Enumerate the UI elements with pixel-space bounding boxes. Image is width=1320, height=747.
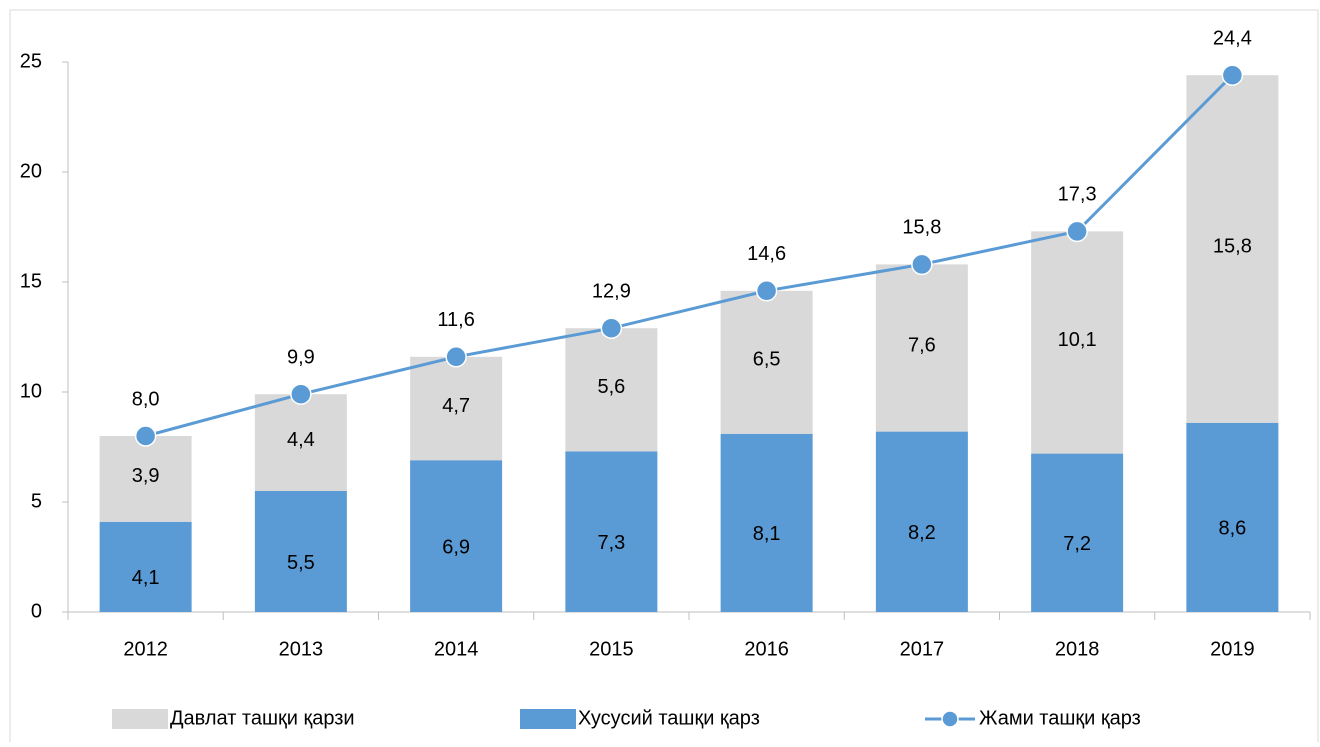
legend-swatch [112,709,168,729]
x-tick-label: 2017 [900,638,945,660]
y-tick-label: 0 [31,600,42,622]
bar-segment [1186,75,1279,423]
x-tick-label: 2016 [744,638,789,660]
legend-label: Хусусий ташқи қарз [578,707,760,729]
bar-segment [1031,231,1124,454]
bar-segment [1031,453,1124,612]
legend-label: Давлат ташқи қарзи [170,707,355,729]
data-label: 8,0 [132,388,160,410]
bar-segment [1186,422,1279,612]
line-marker [1066,220,1088,243]
bar-segment [254,394,347,491]
data-label: 14,6 [747,243,786,265]
legend-swatch [520,709,576,729]
data-label: 15,8 [1213,235,1252,257]
data-label: 8,2 [908,522,936,544]
line-marker [134,425,157,447]
x-tick-label: 2019 [1210,638,1255,660]
data-label: 4,1 [132,567,160,589]
data-label: 5,6 [597,376,625,398]
line-marker [290,383,312,405]
line [145,74,1234,438]
data-label: 4,7 [442,395,470,417]
bar-segment [720,290,813,434]
x-tick-label: 2018 [1055,638,1100,660]
y-tick-label: 10 [20,380,42,402]
bar-segment [254,491,347,612]
x-tick-label: 2014 [434,638,479,660]
line-marker [600,317,623,339]
bar-segment [410,460,503,612]
bar-segment [565,451,658,612]
x-tick-label: 2013 [279,638,324,660]
y-tick-label: 15 [20,270,42,292]
data-label: 24,4 [1213,27,1252,49]
x-tick-label: 2015 [589,638,634,660]
data-label: 8,1 [753,523,781,545]
data-label: 10,1 [1058,329,1097,351]
line-marker [445,346,467,368]
data-label: 9,9 [287,346,315,368]
data-label: 7,3 [597,532,625,554]
data-label: 6,5 [753,349,781,371]
data-label: 12,9 [592,280,631,302]
bar-segment [875,431,968,612]
data-label: 4,4 [287,429,315,451]
data-label: 7,6 [908,334,936,356]
bar-segment [410,356,503,461]
line-marker [1221,64,1244,86]
bar-segment [99,521,192,612]
y-tick-label: 5 [31,490,42,512]
line-marker [755,280,778,302]
data-label: 7,2 [1063,533,1091,555]
bar-segment [99,436,192,522]
bar-segment [875,264,968,432]
data-label: 8,6 [1218,518,1246,540]
data-label: 17,3 [1058,184,1097,206]
data-label: 5,5 [287,552,315,574]
data-label: 15,8 [902,217,941,239]
y-tick-label: 25 [20,50,42,72]
y-tick-label: 20 [20,160,42,182]
bar-segment [565,328,658,452]
legend-label: Жами ташқи қарз [979,707,1141,729]
data-label: 11,6 [437,309,474,331]
bar-segment [720,433,813,612]
data-label: 3,9 [132,465,160,487]
data-label: 6,9 [442,536,470,558]
legend-marker [941,710,959,728]
x-tick-label: 2012 [123,638,168,660]
line-marker [911,253,933,276]
